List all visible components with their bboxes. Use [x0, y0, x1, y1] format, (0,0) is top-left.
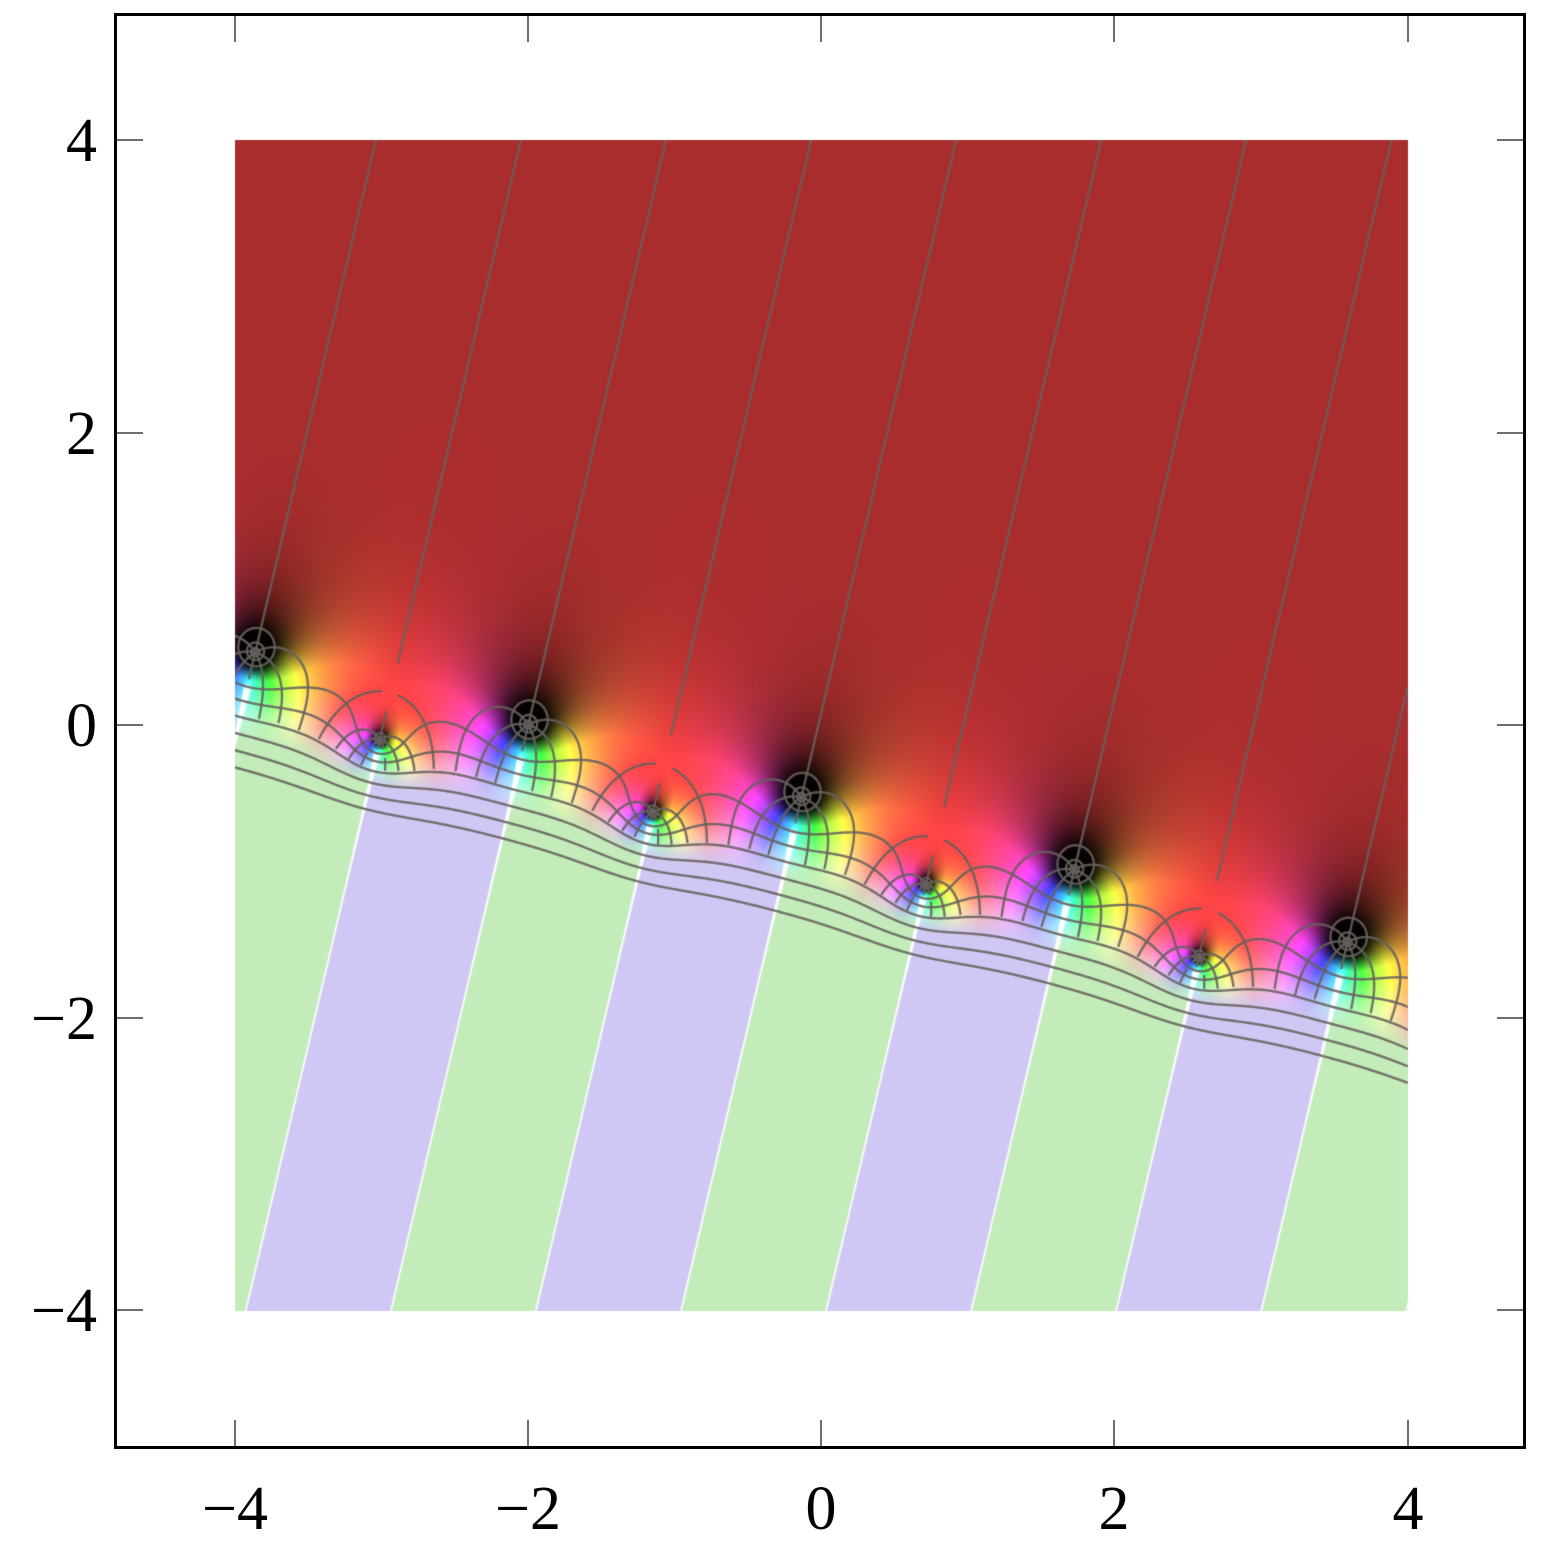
x-tick-bottom [234, 1420, 236, 1446]
x-tick-top [1113, 16, 1115, 42]
y-tick-left [117, 432, 143, 434]
x-tick-bottom [1113, 1420, 1115, 1446]
x-tick-label: 2 [1098, 1475, 1130, 1543]
x-tick-bottom [820, 1420, 822, 1446]
y-tick-right [1497, 1309, 1523, 1311]
x-tick-bottom [1407, 1420, 1409, 1446]
y-tick-left [117, 1017, 143, 1019]
x-tick-bottom [527, 1420, 529, 1446]
y-tick-label: −2 [31, 985, 97, 1053]
y-tick-left [117, 724, 143, 726]
x-tick-top [234, 16, 236, 42]
x-tick-label: 0 [805, 1475, 837, 1543]
x-tick-top [820, 16, 822, 42]
y-tick-right [1497, 432, 1523, 434]
x-tick-label: −4 [202, 1475, 268, 1543]
y-tick-label: 4 [66, 107, 97, 175]
y-tick-right [1497, 724, 1523, 726]
y-tick-right [1497, 139, 1523, 141]
y-tick-label: 0 [66, 692, 97, 760]
y-tick-label: −4 [31, 1277, 97, 1345]
y-tick-right [1497, 1017, 1523, 1019]
y-tick-left [117, 1309, 143, 1311]
x-tick-top [1407, 16, 1409, 42]
y-tick-left [117, 139, 143, 141]
x-tick-top [527, 16, 529, 42]
x-tick-label: 4 [1392, 1475, 1424, 1543]
x-tick-label: −2 [495, 1475, 561, 1543]
y-tick-label: 2 [66, 400, 97, 468]
complex-plot-canvas [0, 0, 1551, 1512]
